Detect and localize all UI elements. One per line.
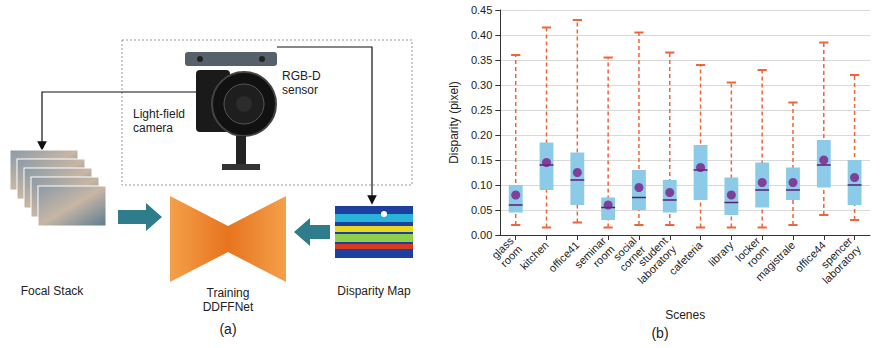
svg-text:RGB-Dsensor: RGB-Dsensor (282, 69, 321, 97)
svg-text:0.45: 0.45 (471, 4, 492, 16)
svg-text:magistrale: magistrale (753, 239, 797, 283)
svg-text:Disparity Map: Disparity Map (337, 284, 411, 298)
svg-text:laboratory: laboratory (820, 243, 863, 286)
svg-text:TrainingDDFFNet: TrainingDDFFNet (203, 286, 254, 314)
svg-text:Scenes: Scenes (665, 308, 705, 322)
svg-text:room: room (590, 243, 617, 270)
svg-text:0.35: 0.35 (471, 54, 492, 66)
svg-text:room: room (744, 243, 771, 270)
svg-text:0.00: 0.00 (471, 229, 492, 241)
svg-text:0.05: 0.05 (471, 204, 492, 216)
svg-text:0.20: 0.20 (471, 129, 492, 141)
svg-text:Focal Stack: Focal Stack (21, 284, 85, 298)
svg-text:social: social (610, 234, 639, 263)
svg-text:laboratory: laboratory (635, 243, 679, 286)
svg-text:office44: office44 (792, 238, 828, 275)
svg-text:glass: glass (489, 234, 516, 262)
svg-text:0.10: 0.10 (471, 179, 492, 191)
svg-text:(a): (a) (219, 321, 236, 337)
svg-text:room: room (498, 243, 525, 270)
svg-text:(b): (b) (651, 325, 668, 341)
svg-text:spencer: spencer (818, 234, 855, 271)
svg-text:Disparity (pixel): Disparity (pixel) (447, 81, 461, 164)
svg-text:0.40: 0.40 (471, 29, 492, 41)
svg-text:0.25: 0.25 (471, 104, 492, 116)
svg-text:cafeteria: cafeteria (667, 238, 706, 277)
svg-text:library: library (706, 238, 736, 268)
svg-text:corner: corner (616, 243, 648, 274)
svg-text:locker: locker (733, 234, 763, 264)
svg-text:student: student (635, 234, 670, 269)
svg-text:0.15: 0.15 (471, 154, 492, 166)
svg-text:0.30: 0.30 (471, 79, 492, 91)
svg-text:seminar: seminar (572, 234, 609, 271)
svg-text:kitchen: kitchen (517, 238, 551, 272)
svg-text:Light-fieldcamera: Light-fieldcamera (133, 107, 185, 135)
svg-text:office41: office41 (546, 238, 582, 275)
